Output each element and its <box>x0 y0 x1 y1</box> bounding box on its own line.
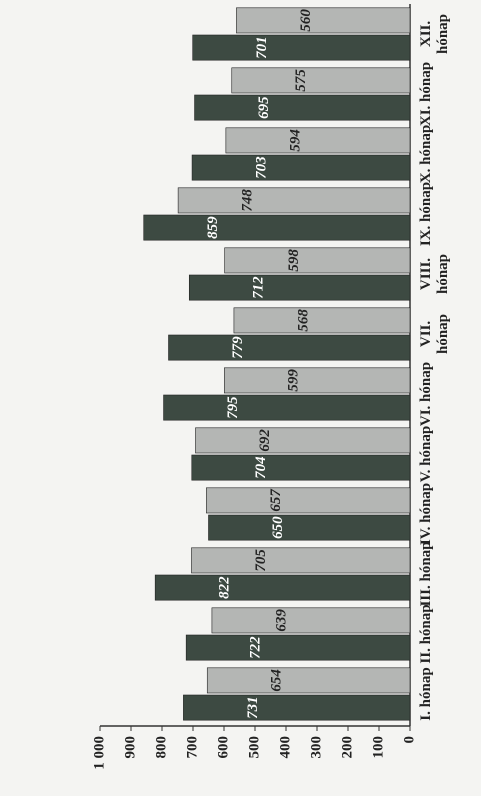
x-tick-label: I. hónap <box>418 667 434 721</box>
data-label: 795 <box>225 396 241 419</box>
x-tick-label-box: XI. hónap <box>418 61 434 127</box>
bar <box>236 7 411 34</box>
data-label: 575 <box>293 69 309 92</box>
data-label: 695 <box>256 96 272 119</box>
y-tick-label: 0 <box>401 736 417 744</box>
x-tick-label-box: I. hónap <box>418 667 434 721</box>
x-tick-label-box: II. hónap <box>418 604 434 664</box>
y-tick-label: 900 <box>122 736 138 759</box>
bar <box>194 94 411 121</box>
bar <box>224 247 411 274</box>
bar <box>224 367 411 394</box>
bar <box>206 667 411 694</box>
bar <box>191 454 411 481</box>
data-label: 594 <box>287 129 303 152</box>
x-tick-label: III. hónap <box>418 541 434 607</box>
bar <box>231 67 411 94</box>
data-label: 598 <box>286 249 302 272</box>
data-label: 568 <box>295 309 311 332</box>
bar <box>206 487 411 514</box>
x-tick-label: IV. hónap <box>418 482 434 546</box>
x-tick-label-box: IV. hónap <box>418 482 434 546</box>
data-label: 748 <box>240 189 256 212</box>
bar <box>185 634 411 661</box>
x-tick-label-box: VII. hónap <box>418 313 451 355</box>
bar <box>143 214 411 241</box>
bar <box>154 574 411 601</box>
bar <box>192 34 411 61</box>
x-tick-label: VI. hónap <box>418 361 434 427</box>
bar <box>163 394 411 421</box>
data-label: 701 <box>254 36 270 59</box>
x-tick-label: VIII. hónap <box>418 253 451 295</box>
data-label: 692 <box>257 429 273 452</box>
x-tick-label-box: VI. hónap <box>418 361 434 427</box>
data-label: 654 <box>269 669 285 692</box>
y-tick-label: 100 <box>370 736 386 759</box>
data-label: 712 <box>251 276 267 299</box>
x-tick-label: II. hónap <box>418 604 434 664</box>
bar <box>225 127 411 154</box>
bar <box>191 154 411 181</box>
x-tick-label-box: V. hónap <box>418 425 434 483</box>
data-label: 704 <box>253 456 269 479</box>
x-tick-label: VII. hónap <box>418 313 451 355</box>
x-tick-label: V. hónap <box>418 425 434 483</box>
data-label: 650 <box>270 516 286 539</box>
bar <box>168 334 411 361</box>
data-label: 722 <box>248 636 264 659</box>
bar <box>177 187 411 214</box>
data-label: 657 <box>268 489 284 512</box>
y-tick-label: 500 <box>246 736 262 759</box>
x-tick-label-box: IX. hónap <box>418 181 434 247</box>
x-tick-label: XI. hónap <box>418 61 434 127</box>
data-label: 560 <box>298 9 314 32</box>
y-tick-label: 200 <box>339 736 355 759</box>
x-tick-label-box: X. hónap <box>418 124 434 184</box>
chart-frame: 0 100 200 300 400 500 600 700 800 900 1 000 I. hóna… <box>91 4 451 770</box>
y-tick-label: 300 <box>308 736 324 759</box>
x-tick-label: IX. hónap <box>418 181 434 247</box>
x-tick-label-box: XII. hónap <box>418 13 451 55</box>
bar <box>211 607 411 634</box>
data-label: 779 <box>230 336 246 359</box>
y-tick-label: 400 <box>277 736 293 759</box>
y-tick-label: 700 <box>184 736 200 759</box>
x-tick-label-box: VIII. hónap <box>418 253 451 295</box>
bar <box>188 274 411 301</box>
bar <box>233 307 411 334</box>
y-tick-label: 1 000 <box>91 736 107 770</box>
bar <box>183 694 411 721</box>
data-label: 599 <box>286 369 302 392</box>
data-label: 703 <box>254 156 270 179</box>
bar <box>191 547 411 574</box>
bar <box>195 427 411 454</box>
data-label: 859 <box>205 216 221 239</box>
y-tick-label: 600 <box>215 736 231 759</box>
bar <box>208 514 411 541</box>
x-tick-label: XII. hónap <box>418 13 451 55</box>
data-label: 822 <box>217 576 233 599</box>
y-tick-label: 800 <box>153 736 169 759</box>
data-label: 639 <box>273 609 289 632</box>
data-label: 731 <box>245 696 261 719</box>
x-tick-label-box: III. hónap <box>418 541 434 607</box>
x-tick-label: X. hónap <box>418 124 434 184</box>
data-label: 705 <box>253 549 269 572</box>
